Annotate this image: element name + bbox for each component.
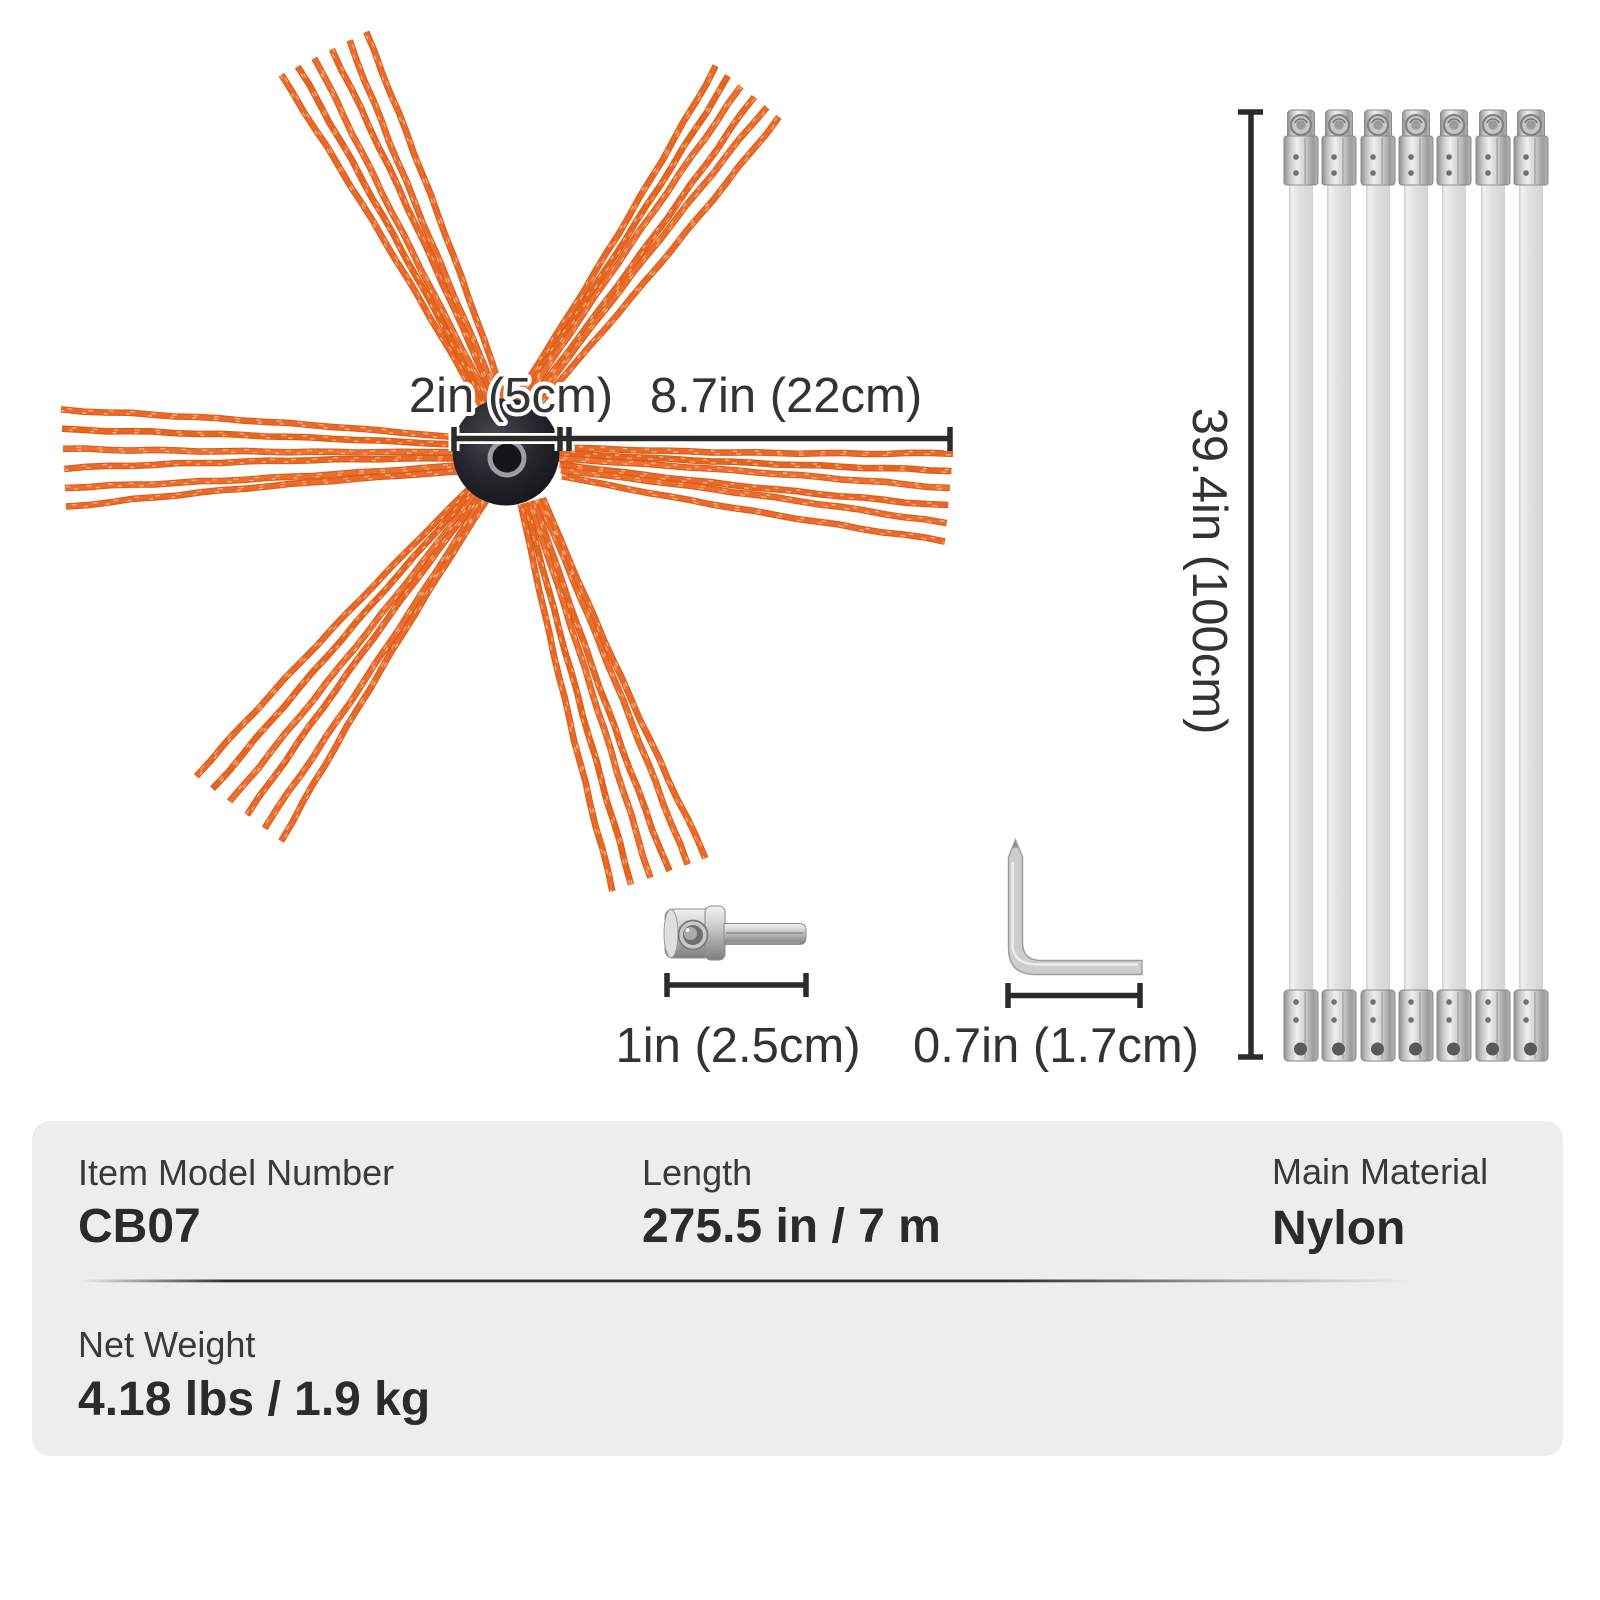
svg-text:0.7in (1.7cm): 0.7in (1.7cm): [913, 1019, 1199, 1073]
svg-text:8.7in (22cm): 8.7in (22cm): [650, 369, 922, 423]
svg-text:Nylon: Nylon: [1272, 1202, 1405, 1255]
svg-text:275.5 in / 7 m: 275.5 in / 7 m: [642, 1200, 941, 1253]
svg-text:Length: Length: [642, 1152, 752, 1193]
svg-text:Main Material: Main Material: [1272, 1151, 1488, 1192]
svg-text:39.4in (100cm): 39.4in (100cm): [1182, 408, 1236, 735]
svg-text:2in (5cm): 2in (5cm): [409, 369, 613, 423]
svg-text:CB07: CB07: [78, 1200, 201, 1253]
svg-text:Item Model Number: Item Model Number: [78, 1152, 394, 1193]
svg-text:4.18 lbs / 1.9 kg: 4.18 lbs / 1.9 kg: [78, 1373, 430, 1426]
svg-text:1in (2.5cm): 1in (2.5cm): [615, 1019, 860, 1073]
svg-text:Net Weight: Net Weight: [78, 1324, 255, 1365]
